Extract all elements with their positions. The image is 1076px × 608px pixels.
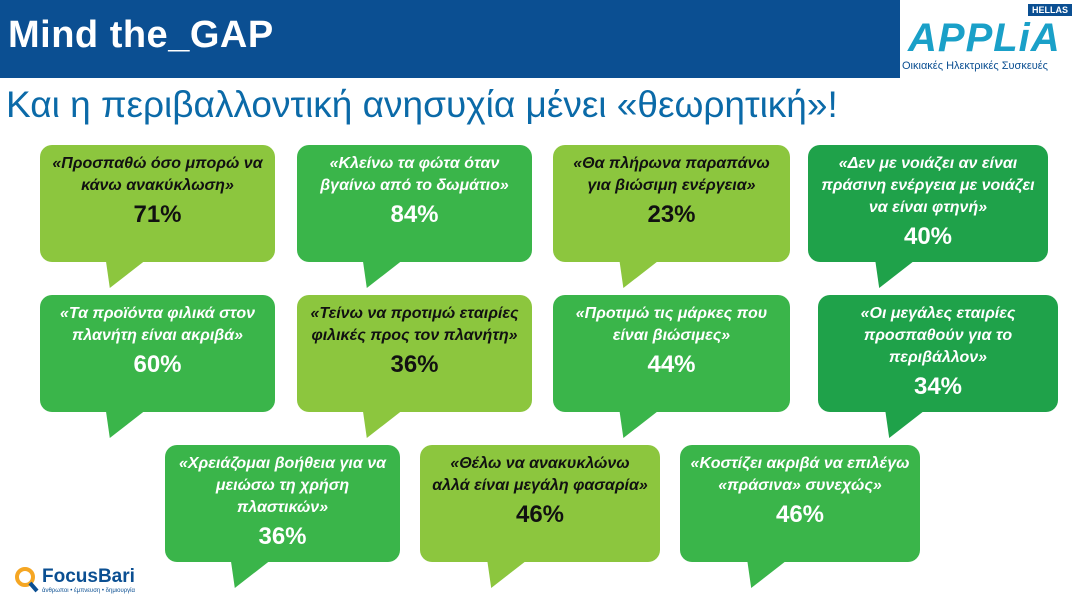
bubble-quote: «Προσπαθώ όσο μπορώ να κάνω ανακύκλωση» — [52, 155, 263, 194]
speech-bubble: «Τείνω να προτιμώ εταιρίες φιλικές προς … — [297, 295, 532, 412]
bubble-quote: «Προτιμώ τις μάρκες που είναι βιώσιμες» — [575, 305, 768, 344]
bubble-value: 36% — [258, 523, 307, 550]
bubble-quote: «Δεν με νοιάζει αν είναι πράσινη ενέργει… — [821, 155, 1035, 216]
bubble-value: 36% — [390, 351, 439, 378]
logo-name: APPLiA — [908, 16, 1061, 60]
bubble-value: 60% — [133, 351, 182, 378]
bubble-quote: «Κλείνω τα φώτα όταν βγαίνω από το δωμάτ… — [320, 155, 509, 194]
bubble-quote: «Τα προϊόντα φιλικά στον πλανήτη είναι α… — [59, 305, 255, 344]
footer-name: FocusBari — [42, 566, 135, 587]
bubble-value: 40% — [903, 223, 953, 250]
header-title: Mind the_GAP — [8, 14, 274, 56]
speech-bubble: «Προσπαθώ όσο μπορώ να κάνω ανακύκλωση» 7… — [40, 145, 275, 262]
bubble-value: 46% — [775, 501, 825, 528]
speech-bubble: «Οι μεγάλες εταιρίες προσπαθούν για το π… — [818, 295, 1058, 412]
bubble-quote: «Οι μεγάλες εταιρίες προσπαθούν για το π… — [860, 305, 1016, 366]
speech-bubble: «Κλείνω τα φώτα όταν βγαίνω από το δωμάτ… — [297, 145, 532, 262]
bubble-value: 23% — [647, 201, 696, 228]
bubble-value: 84% — [390, 201, 439, 228]
bubble-quote: «Θέλω να ανακυκλώνω αλλά είναι μεγάλη φα… — [432, 455, 648, 494]
speech-bubble: «Τα προϊόντα φιλικά στον πλανήτη είναι α… — [40, 295, 275, 412]
slide-title: Και η περιβαλλοντική ανησυχία μένει «θεω… — [6, 84, 838, 125]
applia-logo: HELLAS APPLiA Οικιακές Ηλεκτρικές Συσκευ… — [900, 0, 1076, 78]
speech-bubble: «Δεν με νοιάζει αν είναι πράσινη ενέργει… — [808, 145, 1048, 262]
focus-icon — [15, 567, 39, 593]
speech-bubble: «Προτιμώ τις μάρκες που είναι βιώσιμες» 4… — [553, 295, 790, 412]
bubble-quote: «Τείνω να προτιμώ εταιρίες φιλικές προς … — [310, 305, 519, 344]
bubble-value: 44% — [647, 351, 696, 378]
logo-badge: HELLAS — [1028, 4, 1072, 16]
speech-bubble: «Θέλω να ανακυκλώνω αλλά είναι μεγάλη φα… — [420, 445, 660, 562]
header-band: Mind the_GAP — [0, 0, 900, 78]
bubble-quote: «Θα πλήρωνα παραπάνω για βιώσιμη ενέργει… — [573, 155, 770, 194]
bubble-value: 34% — [913, 373, 963, 400]
bubble-quote: «Κοστίζει ακριβά να επιλέγω «πράσινα» συ… — [690, 455, 910, 494]
speech-bubble: «Κοστίζει ακριβά να επιλέγω «πράσινα» συ… — [680, 445, 920, 562]
logo-subtitle: Οικιακές Ηλεκτρικές Συσκευές — [902, 60, 1048, 72]
speech-bubble: «Θα πλήρωνα παραπάνω για βιώσιμη ενέργει… — [553, 145, 790, 262]
speech-bubble: «Χρειάζομαι βοήθεια για να μειώσω τη χρή… — [165, 445, 400, 562]
footer-tagline: άνθρωποι • έμπνευση • δημιουργία — [42, 588, 135, 594]
bubble-value: 46% — [515, 501, 565, 528]
bubble-value: 71% — [133, 201, 182, 228]
bubble-quote: «Χρειάζομαι βοήθεια για να μειώσω τη χρή… — [178, 455, 387, 516]
